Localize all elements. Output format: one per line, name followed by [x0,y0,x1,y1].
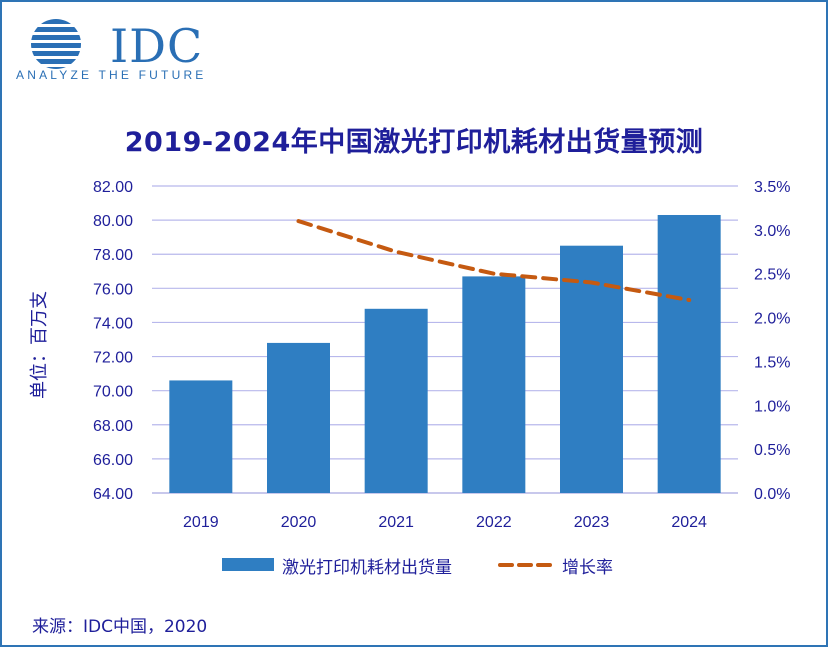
idc-logo: IDC ANALYZE THE FUTURE [14,12,224,84]
y-left-tick-label: 74.00 [93,315,133,332]
legend-label-growth-rate: 增长率 [562,558,613,578]
y-left-tick-label: 80.00 [93,213,133,230]
y-left-tick-label: 78.00 [93,247,133,264]
bar [267,342,330,493]
y-right-tick-label: 2.0% [754,311,790,328]
bar [462,276,526,493]
x-tick-label: 2022 [476,514,512,531]
y-right-tick-label: 0.5% [754,442,790,459]
legend: 激光打印机耗材出货量 增长率 [0,553,828,578]
bar [169,380,233,493]
x-tick-label: 2024 [671,514,707,531]
chart-title: 2019-2024年中国激光打印机耗材出货量预测 [124,127,704,158]
y-right-tick-label: 1.5% [754,354,790,371]
x-tick-label: 2019 [183,514,219,531]
y-left-tick-label: 66.00 [93,452,133,469]
y-right-tick-label: 1.0% [754,398,790,415]
y-left-tick-label: 82.00 [93,179,133,196]
y-right-tick-label: 0.0% [754,486,790,503]
y-left-tick-label: 76.00 [93,281,133,298]
y-left-tick-label: 72.00 [93,350,133,367]
y-left-tick-label: 64.00 [93,486,133,503]
y-left-tick-label: 68.00 [93,418,133,435]
x-tick-label: 2020 [281,514,317,531]
logo-brand: IDC [110,19,204,73]
bar [364,308,428,493]
legend-label-shipments: 激光打印机耗材出货量 [282,558,452,578]
logo-tagline: ANALYZE THE FUTURE [16,68,207,82]
x-tick-label: 2023 [574,514,610,531]
legend-swatch-bar [222,558,274,571]
bar [657,214,721,493]
x-tick-label: 2021 [378,514,414,531]
y-right-tick-label: 3.0% [754,223,790,240]
source-note: 来源：IDC中国，2020 [32,617,208,637]
y-right-tick-label: 3.5% [754,179,790,196]
y-left-tick-label: 70.00 [93,384,133,401]
y-right-tick-label: 2.5% [754,267,790,284]
idc-globe-icon [31,19,81,69]
legend-swatch-dashed-line [498,563,554,567]
